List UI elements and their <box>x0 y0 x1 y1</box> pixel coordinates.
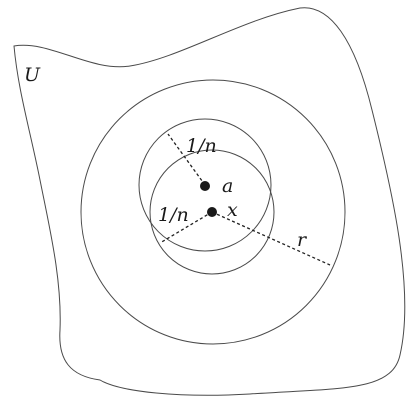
radius-segment-x-small <box>159 211 213 244</box>
ball-radius-r <box>80 79 346 345</box>
ball-x-radius-1-over-n <box>149 149 275 275</box>
region-u-boundary <box>13 7 406 396</box>
label-radius-a: 1/n <box>186 135 217 157</box>
point-a <box>200 181 210 191</box>
label-radius-r: r <box>297 229 308 251</box>
point-x <box>207 207 217 217</box>
label-point-a: a <box>222 175 233 197</box>
ball-a-radius-1-over-n <box>138 118 272 252</box>
label-set-u: U <box>24 64 41 86</box>
label-point-x: x <box>227 199 238 221</box>
label-radius-x: 1/n <box>158 204 189 226</box>
